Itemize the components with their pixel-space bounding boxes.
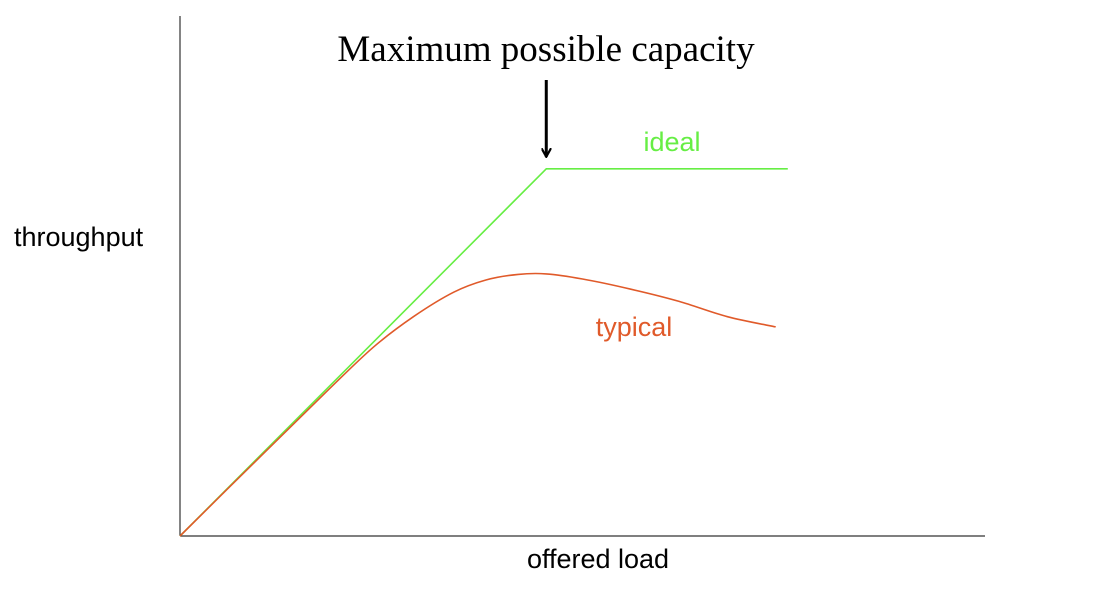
series-ideal-line <box>179 168 788 537</box>
x-axis-label: offered load <box>527 544 669 574</box>
series-typical-label: typical <box>596 312 673 342</box>
series-ideal-label: ideal <box>643 127 700 157</box>
series-typical-line <box>179 272 776 537</box>
annotation-max-capacity: Maximum possible capacity <box>337 29 755 70</box>
y-axis-label: throughput <box>14 222 144 252</box>
